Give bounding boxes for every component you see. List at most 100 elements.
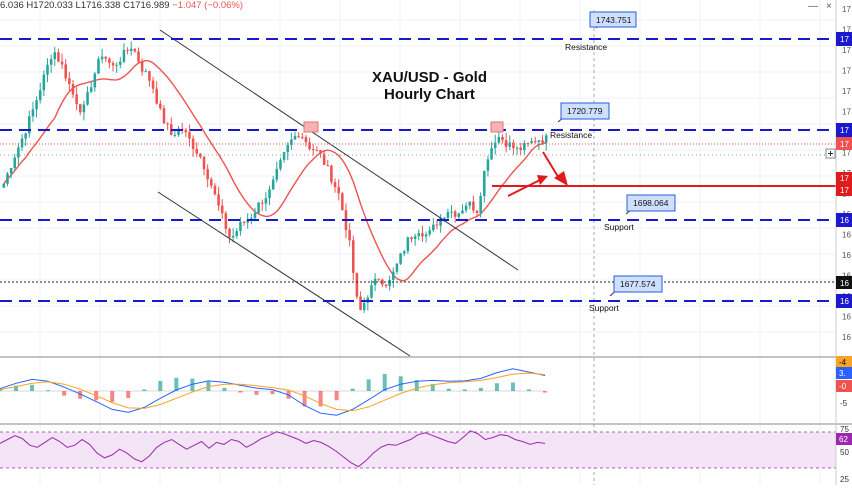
- macd-histogram-bar: [30, 384, 35, 391]
- candle-body: [71, 84, 75, 95]
- candle-body: [75, 94, 78, 105]
- candle-body: [275, 168, 279, 180]
- macd-histogram-bar: [494, 383, 499, 391]
- price-axis-label: 16: [842, 333, 851, 342]
- rsi-axis-50: 50: [840, 448, 849, 457]
- plus-icon[interactable]: [825, 148, 836, 159]
- candle-body: [104, 56, 108, 59]
- candle-body: [140, 61, 144, 72]
- candle-body: [373, 278, 377, 286]
- macd-histogram-bar: [510, 382, 515, 391]
- candle-body: [213, 185, 217, 195]
- candle-body: [271, 179, 275, 190]
- support-label-1: Support: [604, 222, 634, 232]
- candle-body: [217, 194, 220, 206]
- ohlc-readout: 6.036 H1720.033 L1716.338 C1716.989 −1.0…: [0, 0, 243, 11]
- candle-body: [268, 189, 271, 199]
- candle-body: [475, 210, 479, 213]
- callout-1720-value: 1720.779: [567, 106, 603, 116]
- rsi-tag-current: 62: [839, 435, 848, 444]
- macd-histogram-bar: [238, 391, 243, 393]
- candle-body: [392, 271, 395, 280]
- candle-body: [239, 221, 242, 232]
- candle-body: [333, 182, 337, 188]
- candle-body: [351, 240, 355, 273]
- candle-body: [108, 58, 111, 63]
- candle-body: [24, 133, 27, 139]
- signal-arrow-2-shaft: [507, 179, 541, 197]
- candle-body: [100, 56, 104, 60]
- candle-body: [421, 233, 424, 237]
- candle-body: [493, 142, 497, 149]
- candle-body: [260, 202, 264, 204]
- macd-histogram-bar: [142, 389, 147, 391]
- candle-body: [60, 61, 64, 65]
- candle-body: [6, 173, 9, 184]
- callout-1743: 1743.751 Resistance: [565, 11, 637, 52]
- candle-body: [257, 202, 260, 213]
- candle-body: [17, 147, 20, 158]
- candle-body: [406, 237, 410, 252]
- price-axis-label: 16: [842, 231, 851, 240]
- price-axis-label: 17: [842, 149, 851, 158]
- candle-body: [31, 109, 35, 117]
- callout-1677-value: 1677.574: [620, 279, 656, 289]
- macd-histogram-bar: [254, 391, 259, 395]
- rsi-axis-25: 25: [840, 475, 849, 484]
- candle-body: [533, 141, 537, 143]
- candle-body: [526, 143, 530, 145]
- price-axis-label: 17: [842, 67, 851, 76]
- macd-histogram-bar: [366, 379, 371, 391]
- top-marker-1: [303, 121, 319, 133]
- macd-axis-label: -5: [840, 399, 848, 408]
- macd-signal-line: [0, 372, 546, 412]
- tag-red-a: 17: [840, 174, 849, 183]
- candle-body: [293, 136, 297, 140]
- candle-body: [148, 71, 151, 81]
- macd-histogram-bar: [382, 373, 387, 391]
- candle-body: [432, 224, 435, 231]
- candle-body: [381, 279, 384, 285]
- candle-body: [177, 128, 180, 135]
- tag-1698: 16: [840, 216, 849, 225]
- candle-body: [129, 48, 133, 51]
- candle-body: [523, 143, 526, 151]
- macd-histogram-bar: [318, 391, 323, 407]
- candle-body: [159, 103, 162, 109]
- candle-body: [195, 148, 199, 154]
- price-axis-label: 17: [842, 5, 851, 14]
- candle-body: [311, 149, 315, 151]
- candle-body: [399, 253, 402, 264]
- macd-tag-3: -0: [839, 382, 847, 391]
- candle-body: [541, 140, 544, 143]
- close-icon[interactable]: ×: [826, 1, 832, 12]
- candle-body: [246, 219, 249, 223]
- chart-subtitle: Hourly Chart: [384, 86, 475, 103]
- candle-body: [322, 153, 326, 166]
- candle-body: [166, 123, 169, 125]
- candle-body: [537, 140, 541, 142]
- tag-1720: 17: [840, 126, 849, 135]
- candle-body: [188, 132, 191, 139]
- macd-tag-1: -4: [839, 358, 847, 367]
- candle-body: [206, 169, 209, 180]
- candle-body: [319, 150, 322, 154]
- minimize-icon[interactable]: —: [808, 1, 818, 12]
- candle-body: [264, 198, 268, 204]
- candle-body: [133, 48, 137, 52]
- ohlc-change: −1.047 (−0.06%): [172, 0, 243, 11]
- macd-histogram-bar: [62, 391, 67, 396]
- candle-body: [162, 108, 166, 124]
- candle-body: [348, 230, 351, 241]
- callout-1698-value: 1698.064: [633, 198, 669, 208]
- price-axis-label: 16: [842, 251, 851, 260]
- candle-body: [442, 217, 446, 219]
- macd-histogram-bar: [0, 389, 2, 391]
- candle-body: [453, 211, 457, 217]
- candle-body: [472, 201, 475, 211]
- tag-current: 17: [840, 140, 849, 149]
- candle-body: [184, 129, 188, 133]
- candle-body: [253, 212, 257, 219]
- macd-histogram-bar: [478, 387, 483, 391]
- candle-body: [359, 296, 362, 310]
